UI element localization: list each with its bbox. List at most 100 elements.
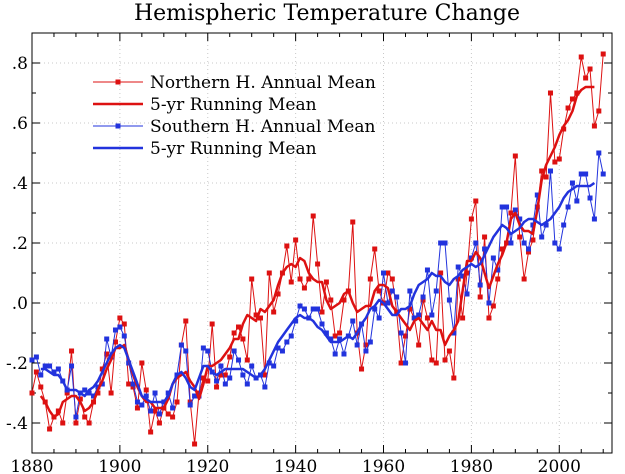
south-annual-point [275,345,281,351]
north-annual-point [143,387,149,393]
south-annual-point [547,168,553,174]
south-annual-point [534,192,540,198]
north-annual-point [77,396,83,402]
south-annual-point [504,204,510,210]
north-annual-point [530,237,536,243]
north-annual-point [543,174,549,180]
north-annual-point [508,210,514,216]
north-annual-point [183,318,189,324]
north-annual-point [464,270,470,276]
north-annual-point [29,390,35,396]
north-annual-point [556,156,562,162]
south-annual-point [323,330,329,336]
south-annual-point [148,408,154,414]
north-annual-point [227,354,233,360]
south-annual-point [249,363,255,369]
north-annual-point [372,246,378,252]
south-annual-point [69,363,75,369]
y-tick-label: -.2 [6,354,28,374]
north-annual-point [416,342,422,348]
south-annual-point [328,336,334,342]
north-annual-point [293,237,299,243]
north-annual-point [574,90,580,96]
series-layer [29,51,606,447]
north-annual-point [486,315,492,321]
north-annual-point [477,294,483,300]
south-annual-point [398,330,404,336]
south-annual-point [91,393,97,399]
north-annual-point [170,414,176,420]
south-annual-point [424,267,430,273]
south-annual-point [372,306,378,312]
south-annual-point [214,378,220,384]
south-annual-point [429,312,435,318]
south-annual-point [420,294,426,300]
north-annual-point [569,96,575,102]
north-annual-point [600,51,606,57]
south-annual-point [455,264,461,270]
north-annual-point [47,426,53,432]
north-annual-point [126,381,132,387]
south-annual-point [486,300,492,306]
south-annual-point [464,291,470,297]
north-annual-point [148,429,154,435]
north-annual-point [315,261,321,267]
y-tick-label: .2 [12,234,28,254]
south-annual-point [394,294,400,300]
south-annual-point [477,282,483,288]
south-running-mean-line [40,181,596,404]
south-annual-point [293,318,299,324]
south-annual-point [354,342,360,348]
south-annual-point [556,246,562,252]
north-annual-point [319,309,325,315]
north-annual-point [367,276,373,282]
south-annual-point [438,240,444,246]
south-annual-point [402,360,408,366]
north-annual-point [200,375,206,381]
south-annual-point [433,288,439,294]
south-annual-point [451,330,457,336]
south-annual-point [227,375,233,381]
south-annual-point [473,240,479,246]
x-tick-label: 1900 [98,457,141,474]
south-annual-point [310,306,316,312]
south-annual-point [407,288,413,294]
y-tick-label: -.4 [6,414,28,434]
south-annual-point [240,372,246,378]
north-annual-point [521,276,527,282]
north-annual-point [174,399,180,405]
south-annual-point [266,360,272,366]
south-annual-point [156,411,162,417]
south-annual-point [490,255,496,261]
south-annual-point [29,357,35,363]
south-annual-point [587,195,593,201]
north-annual-point [341,297,347,303]
north-annual-point [512,153,518,159]
north-annual-point [359,366,365,372]
south-annual-point [262,384,268,390]
north-annual-point [262,372,268,378]
south-annual-point [561,222,567,228]
north-annual-point [323,279,329,285]
south-annual-point [367,339,373,345]
north-annual-point [218,372,224,378]
y-tick-label: .4 [12,174,28,194]
north-annual-point [446,348,452,354]
north-annual-point [152,408,158,414]
north-annual-point [438,270,444,276]
south-annual-point [104,336,110,342]
south-annual-point [565,204,571,210]
south-annual-point [42,363,48,369]
north-annual-point [99,366,105,372]
south-annual-point [460,273,466,279]
north-annual-point [363,342,369,348]
south-annual-point [389,288,395,294]
south-annual-point [512,207,518,213]
south-annual-point [539,234,545,240]
north-annual-point [385,270,391,276]
north-annual-point [495,276,501,282]
legend-label-south-running-mean: 5-yr Running Mean [150,139,317,159]
north-annual-point [69,348,75,354]
